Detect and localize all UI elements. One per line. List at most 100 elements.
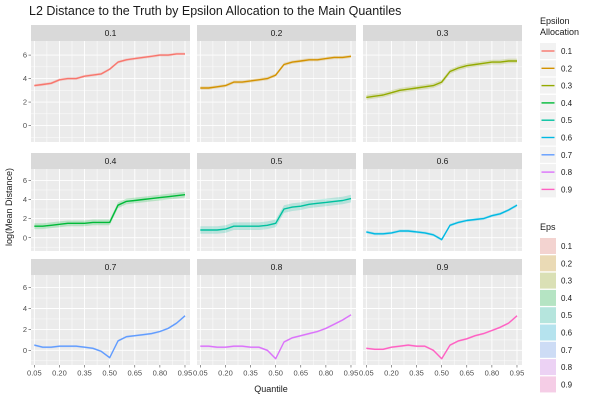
- legend-key-background: [540, 255, 556, 272]
- x-axis-title: Quantile: [254, 384, 288, 394]
- legend-label: 0.7: [561, 151, 573, 160]
- x-tick-label: 0.05: [359, 369, 374, 378]
- series-line-0.3: [366, 60, 517, 99]
- x-tick-label: 0.65: [459, 369, 474, 378]
- facet-strip-label: 0.2: [271, 28, 283, 38]
- facet-strip-label: 0.8: [271, 262, 283, 272]
- facet-panels: 0.1 0 2 4 6 0.2 0.3 0.4 0 2 4 6 0.5 0.6 0.7 0 2 4 6 0.05 0.2…: [23, 25, 524, 378]
- legend-label: 0.3: [561, 82, 573, 91]
- legend-key-fill: [540, 341, 556, 358]
- y-tick-label: 4: [23, 304, 27, 313]
- legend-title: Epsilon: [540, 16, 570, 26]
- x-tick-label: 0.20: [218, 369, 233, 378]
- legend-label: 0.3: [561, 277, 573, 286]
- x-tick-label: 0.80: [153, 369, 168, 378]
- legend-label: 0.6: [561, 329, 573, 338]
- y-tick-label: 2: [23, 325, 27, 334]
- facet-strip: [363, 25, 522, 41]
- facet-strip: [31, 153, 190, 169]
- legend-label: 0.1: [561, 242, 573, 251]
- legend-key-background: [540, 272, 556, 289]
- legend-label: 0.8: [561, 363, 573, 372]
- facet-panel-0.9: 0.9 0.05 0.20 0.35 0.50 0.65 0.80 0.95: [359, 259, 524, 378]
- legend-key-background: [540, 341, 556, 358]
- legend-key-fill: [540, 272, 556, 289]
- facet-strip-label: 0.1: [105, 28, 117, 38]
- y-tick-label: 0: [23, 346, 27, 355]
- facet-strip: [31, 25, 190, 41]
- legend-label: 0.7: [561, 346, 573, 355]
- facet-panel-0.5: 0.5: [197, 153, 356, 251]
- panel-background: [363, 275, 522, 365]
- legend-label: 0.8: [561, 168, 573, 177]
- legend-key-background: [540, 307, 556, 324]
- y-axis-title: log(Mean Distance): [4, 168, 14, 246]
- legend-label: 0.1: [561, 47, 573, 56]
- legend-key-fill: [540, 255, 556, 272]
- legend-key-background: [540, 289, 556, 306]
- legend-key-background: [540, 238, 556, 254]
- facet-strip: [197, 259, 356, 275]
- y-tick-label: 4: [23, 74, 27, 83]
- y-tick-label: 4: [23, 195, 27, 204]
- facet-panel-0.7: 0.7 0 2 4 6 0.05 0.20 0.35 0.50 0.65 0.80 0.95: [23, 259, 192, 378]
- series-line-0.7: [34, 315, 186, 359]
- facet-strip-label: 0.6: [437, 156, 449, 166]
- legend-key-fill: [540, 359, 556, 376]
- legend-key-background: [540, 324, 556, 341]
- facet-panel-0.6: 0.6: [363, 153, 522, 251]
- facet-strip-label: 0.5: [271, 156, 283, 166]
- legend-title: Eps: [540, 222, 556, 232]
- legend-title: Allocation: [540, 27, 579, 37]
- facet-strip: [197, 153, 356, 169]
- facet-panel-0.2: 0.2: [197, 25, 356, 142]
- series-line-0.2: [200, 55, 352, 89]
- panel-background: [197, 275, 356, 365]
- facet-strip: [363, 153, 522, 169]
- legend-key-fill: [540, 238, 556, 254]
- series-line-0.4: [34, 194, 186, 227]
- facet-strip: [197, 25, 356, 41]
- x-tick-label: 0.35: [409, 369, 424, 378]
- x-tick-label: 0.65: [127, 369, 142, 378]
- legend-key-fill: [540, 289, 556, 306]
- panel-background: [197, 169, 356, 251]
- y-tick-label: 6: [23, 51, 27, 60]
- facet-panel-0.4: 0.4 0 2 4 6: [23, 153, 190, 251]
- series-line-0.5: [200, 197, 352, 231]
- legend-label: 0.2: [561, 259, 573, 268]
- facet-strip: [363, 259, 522, 275]
- legend-label: 0.2: [561, 64, 573, 73]
- x-tick-label: 0.20: [52, 369, 67, 378]
- x-tick-label: 0.50: [102, 369, 117, 378]
- facet-panel-0.3: 0.3: [363, 25, 522, 142]
- y-tick-label: 0: [23, 233, 27, 242]
- x-tick-label: 0.65: [293, 369, 308, 378]
- legend-key-background: [540, 376, 556, 393]
- x-tick-label: 0.50: [434, 369, 449, 378]
- series-band-0.2: [200, 54, 351, 90]
- series-band-0.4: [34, 191, 185, 230]
- y-tick-label: 6: [23, 176, 27, 185]
- legend-label: 0.9: [561, 185, 573, 194]
- legend-key-fill: [540, 324, 556, 341]
- panel-background: [31, 169, 190, 251]
- x-tick-label: 0.95: [510, 369, 525, 378]
- facet-strip-label: 0.7: [105, 262, 117, 272]
- y-tick-label: 2: [23, 214, 27, 223]
- x-tick-label: 0.80: [485, 369, 500, 378]
- series-line-0.8: [200, 314, 352, 360]
- series-line-0.9: [366, 315, 518, 360]
- facet-panel-0.1: 0.1 0 2 4 6: [23, 25, 190, 142]
- y-tick-label: 6: [23, 283, 27, 292]
- legend-label: 0.4: [561, 294, 573, 303]
- facet-panel-0.8: 0.8 0.05 0.20 0.35 0.50 0.65 0.80 0.95: [193, 259, 358, 378]
- legend-key-fill: [540, 376, 556, 393]
- panel-background: [31, 275, 190, 365]
- x-tick-label: 0.35: [243, 369, 258, 378]
- legend-key-fill: [540, 307, 556, 324]
- facet-strip-label: 0.9: [437, 262, 449, 272]
